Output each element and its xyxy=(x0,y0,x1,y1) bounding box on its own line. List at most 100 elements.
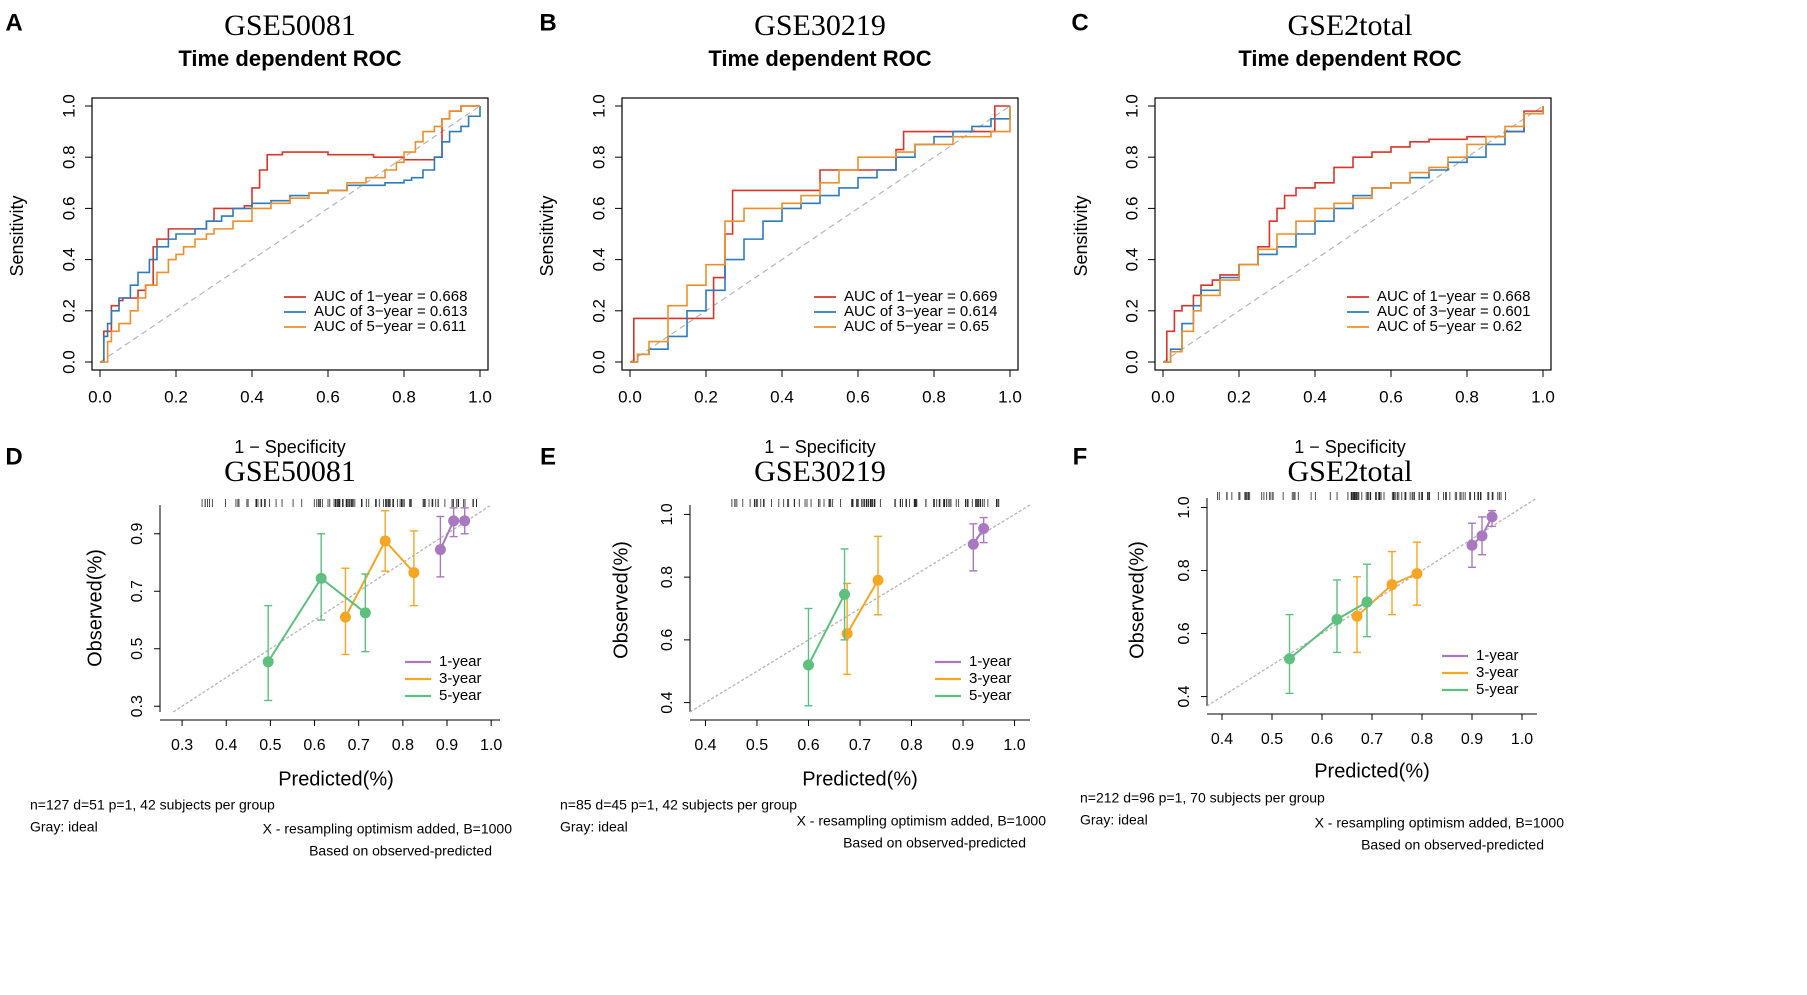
data-point-5y xyxy=(1331,613,1343,625)
chart-title: Time dependent ROC xyxy=(178,46,401,71)
data-point-3y xyxy=(339,611,351,623)
x-tick-label: 0.6 xyxy=(846,387,870,406)
data-point-1y xyxy=(967,538,979,550)
x-tick-label: 0.0 xyxy=(618,387,642,406)
y-tick-label: 0.4 xyxy=(1122,248,1141,272)
dataset-title: GSE50081 xyxy=(224,455,356,488)
footnote: Gray: ideal xyxy=(1080,812,1148,828)
y-tick-label: 0.6 xyxy=(1176,622,1193,644)
y-tick-label: 1.0 xyxy=(1176,496,1193,518)
legend-label: 5-year xyxy=(1476,681,1519,698)
x-tick-label: 0.9 xyxy=(952,737,974,754)
data-point-1y xyxy=(1476,530,1488,542)
y-tick-label: 0.0 xyxy=(589,350,608,374)
y-axis-label: Sensitivity xyxy=(7,195,27,276)
data-point-5y xyxy=(315,572,327,584)
panel-label: C xyxy=(1071,9,1088,36)
data-point-1y xyxy=(434,544,446,556)
legend-label: AUC of 5−year = 0.611 xyxy=(314,318,466,335)
x-tick-label: 0.8 xyxy=(922,387,946,406)
x-tick-label: 0.4 xyxy=(770,387,794,406)
y-tick-label: 0.5 xyxy=(129,638,146,660)
x-tick-label: 1.0 xyxy=(480,737,502,754)
data-point-3y xyxy=(1411,568,1423,580)
x-tick-label: 1.0 xyxy=(1531,387,1555,406)
plot-frame xyxy=(1154,97,1552,371)
legend-label: 3-year xyxy=(1476,664,1519,681)
y-tick-label: 0.6 xyxy=(659,629,676,651)
x-tick-label: 0.7 xyxy=(849,737,871,754)
data-point-3y xyxy=(1351,610,1363,622)
data-point-1y xyxy=(1486,511,1498,523)
x-axis-label: Predicted(%) xyxy=(278,768,394,790)
reference-diagonal xyxy=(1162,105,1544,363)
plot-frame xyxy=(621,97,1019,371)
x-tick-label: 0.6 xyxy=(1379,387,1403,406)
y-tick-label: 0.0 xyxy=(1122,350,1141,374)
roc-curve-5y xyxy=(1163,106,1544,363)
y-tick-label: 0.4 xyxy=(589,248,608,272)
data-point-3y xyxy=(408,567,420,579)
x-tick-label: 1.0 xyxy=(1511,731,1533,748)
dataset-title: GSE2total xyxy=(1288,9,1413,42)
legend-label: AUC of 1−year = 0.668 xyxy=(1377,288,1530,305)
legend-label: AUC of 3−year = 0.614 xyxy=(844,303,997,320)
y-tick-label: 0.8 xyxy=(659,566,676,588)
y-tick-label: 0.4 xyxy=(59,248,78,272)
legend-label: 5-year xyxy=(439,687,482,704)
y-tick-label: 0.6 xyxy=(59,197,78,221)
y-tick-label: 0.4 xyxy=(659,691,676,713)
x-tick-label: 0.8 xyxy=(392,387,416,406)
x-tick-label: 0.6 xyxy=(1311,731,1333,748)
x-tick-label: 0.4 xyxy=(694,737,716,754)
dataset-title: GSE30219 xyxy=(754,455,886,488)
footnote: n=85 d=45 p=1, 42 subjects per group xyxy=(560,797,797,813)
x-tick-label: 0.7 xyxy=(1361,731,1383,748)
footnote: X - resampling optimism added, B=1000 xyxy=(797,813,1047,829)
x-tick-label: 0.4 xyxy=(215,737,237,754)
x-tick-label: 0.7 xyxy=(348,737,370,754)
legend-label: 5-year xyxy=(969,687,1012,704)
y-tick-label: 0.2 xyxy=(589,299,608,323)
y-tick-label: 1.0 xyxy=(59,94,78,118)
x-tick-label: 0.8 xyxy=(1455,387,1479,406)
panel-label: D xyxy=(5,443,22,470)
footnote: n=212 d=96 p=1, 70 subjects per group xyxy=(1080,790,1325,806)
footnote: Gray: ideal xyxy=(560,819,628,835)
calibration-line-5y xyxy=(1288,601,1368,660)
x-axis-label: 1 − Specificity xyxy=(764,437,876,457)
x-tick-label: 0.5 xyxy=(746,737,768,754)
y-axis-label: Sensitivity xyxy=(1071,195,1091,276)
roc-curve-1y xyxy=(1163,106,1544,363)
calibration-line-5y xyxy=(267,576,366,663)
footnote: X - resampling optimism added, B=1000 xyxy=(263,821,513,837)
legend-label: 1-year xyxy=(969,653,1012,670)
data-point-1y xyxy=(1466,539,1478,551)
data-point-5y xyxy=(262,656,274,668)
roc-curve-5y xyxy=(630,106,1011,363)
x-tick-label: 0.4 xyxy=(1303,387,1327,406)
legend-label: AUC of 1−year = 0.669 xyxy=(844,288,997,305)
data-point-1y xyxy=(978,523,990,535)
legend-label: AUC of 5−year = 0.65 xyxy=(844,318,989,335)
y-axis-label: Observed(%) xyxy=(610,541,632,659)
legend-label: 3-year xyxy=(969,670,1012,687)
panel-label: F xyxy=(1073,443,1088,470)
x-tick-label: 0.5 xyxy=(1261,731,1283,748)
y-tick-label: 0.2 xyxy=(59,299,78,323)
y-tick-label: 0.8 xyxy=(589,145,608,169)
x-axis-label: Predicted(%) xyxy=(1314,760,1430,782)
y-tick-label: 0.0 xyxy=(59,350,78,374)
panel-label: B xyxy=(539,9,556,36)
data-point-5y xyxy=(359,607,371,619)
roc-curve-5y xyxy=(100,105,480,363)
footnote: Based on observed-predicted xyxy=(1361,837,1544,853)
x-tick-label: 0.5 xyxy=(259,737,281,754)
legend-label: AUC of 3−year = 0.601 xyxy=(1377,303,1530,320)
x-tick-label: 0.6 xyxy=(303,737,325,754)
y-tick-label: 0.8 xyxy=(1122,145,1141,169)
x-tick-label: 0.2 xyxy=(1227,387,1251,406)
legend-label: AUC of 1−year = 0.668 xyxy=(314,288,467,305)
data-point-5y xyxy=(1284,653,1295,665)
dataset-title: GSE50081 xyxy=(224,9,356,42)
